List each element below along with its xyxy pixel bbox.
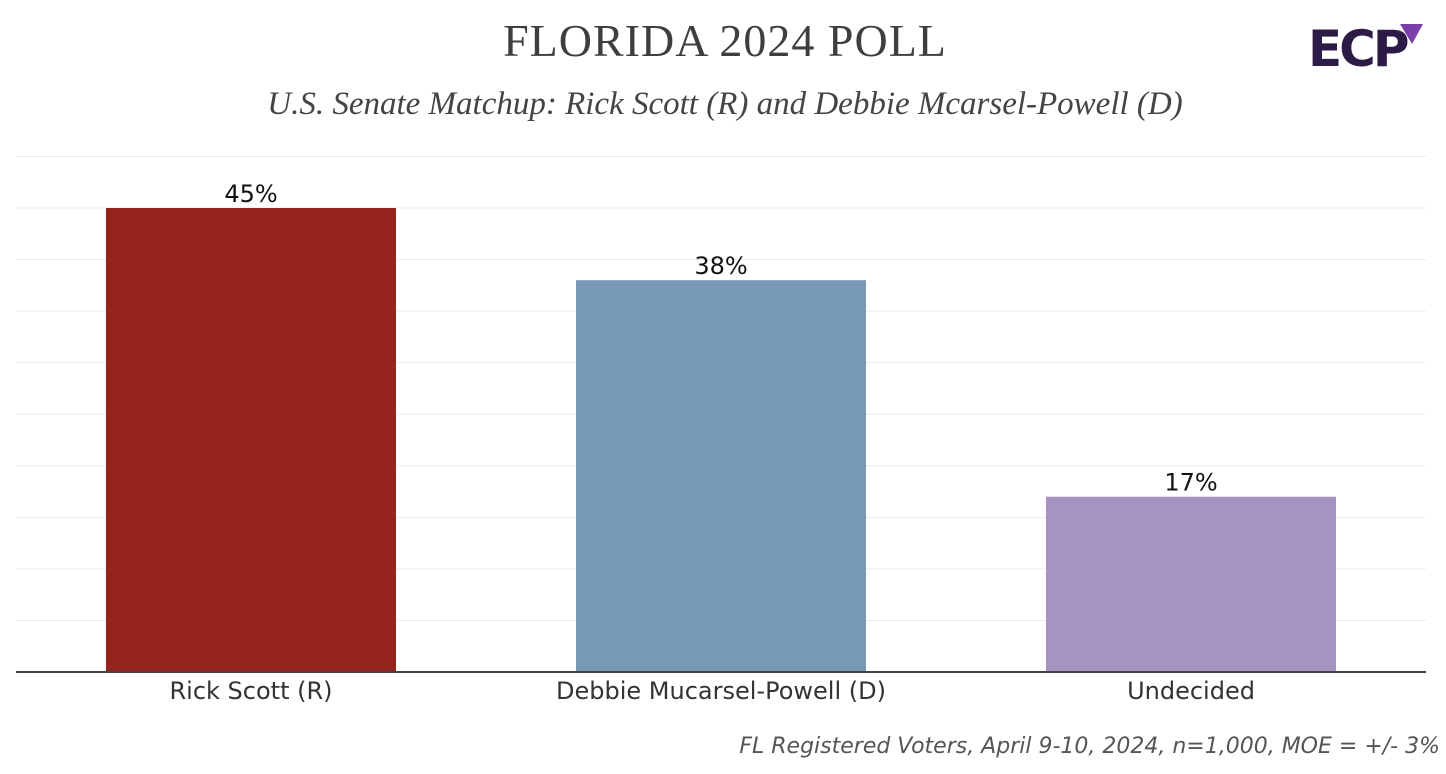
data-label: 45% [224, 180, 277, 208]
ecp-logo: ECP [1308, 20, 1423, 72]
category-label: Rick Scott (R) [169, 677, 332, 705]
bar [576, 280, 866, 672]
bar [106, 208, 396, 672]
data-label: 38% [694, 252, 747, 280]
category-label: Debbie Mucarsel-Powell (D) [556, 677, 886, 705]
chart-subtitle: U.S. Senate Matchup: Rick Scott (R) and … [267, 86, 1183, 122]
logo-text: ECP [1308, 20, 1408, 72]
category-labels: Rick Scott (R) Debbie Mucarsel-Powell (D)… [169, 677, 1254, 705]
data-labels: 45% 38% 17% [224, 180, 1217, 497]
logo-accent-mark [1400, 24, 1423, 44]
data-label: 17% [1164, 469, 1217, 497]
category-label: Undecided [1127, 677, 1255, 705]
chart-title: FLORIDA 2024 POLL [503, 15, 947, 66]
bar [1046, 496, 1336, 672]
bars [106, 208, 1336, 672]
footnote: FL Registered Voters, April 9-10, 2024, … [739, 734, 1440, 759]
